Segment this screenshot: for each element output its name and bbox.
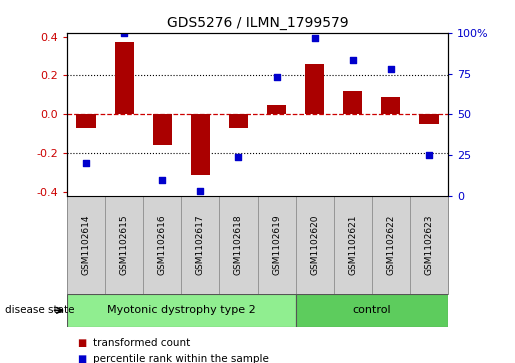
Point [349, 57, 357, 63]
Bar [382, 97, 401, 114]
Text: GSM1102622: GSM1102622 [386, 215, 396, 275]
Bar [67, 196, 105, 294]
Bar [191, 114, 210, 175]
Bar [67, 294, 296, 327]
Text: Myotonic dystrophy type 2: Myotonic dystrophy type 2 [107, 305, 255, 315]
Text: percentile rank within the sample: percentile rank within the sample [93, 354, 269, 363]
Point [425, 152, 433, 158]
Text: GSM1102614: GSM1102614 [81, 215, 91, 275]
Text: GSM1102617: GSM1102617 [196, 215, 205, 276]
Bar [419, 114, 439, 124]
Bar [229, 114, 248, 128]
Bar [267, 105, 286, 114]
Point [158, 177, 166, 183]
Text: control: control [352, 305, 391, 315]
Point [272, 74, 281, 79]
Bar [105, 196, 143, 294]
Bar [410, 196, 448, 294]
Point [234, 154, 243, 160]
Point [387, 66, 395, 72]
Text: GSM1102619: GSM1102619 [272, 215, 281, 276]
Bar [296, 294, 448, 327]
Bar [296, 196, 334, 294]
Text: GSM1102616: GSM1102616 [158, 215, 167, 276]
Bar [143, 196, 181, 294]
Text: ■: ■ [77, 338, 87, 348]
Bar [219, 196, 258, 294]
Bar [372, 196, 410, 294]
Text: GSM1102615: GSM1102615 [119, 215, 129, 276]
Point [311, 35, 319, 41]
Title: GDS5276 / ILMN_1799579: GDS5276 / ILMN_1799579 [167, 16, 348, 30]
Bar [114, 42, 134, 114]
Bar [344, 91, 363, 114]
Text: disease state: disease state [5, 305, 75, 315]
Point [196, 188, 204, 194]
Text: GSM1102618: GSM1102618 [234, 215, 243, 276]
Bar [153, 114, 172, 146]
Bar [305, 64, 324, 114]
Point [82, 160, 90, 166]
Text: GSM1102621: GSM1102621 [348, 215, 357, 275]
Text: GSM1102623: GSM1102623 [424, 215, 434, 275]
Point [120, 30, 128, 36]
Text: transformed count: transformed count [93, 338, 190, 348]
Bar [76, 114, 96, 128]
Bar [258, 196, 296, 294]
Text: GSM1102620: GSM1102620 [310, 215, 319, 275]
Bar [181, 196, 219, 294]
Bar [334, 196, 372, 294]
Text: ■: ■ [77, 354, 87, 363]
